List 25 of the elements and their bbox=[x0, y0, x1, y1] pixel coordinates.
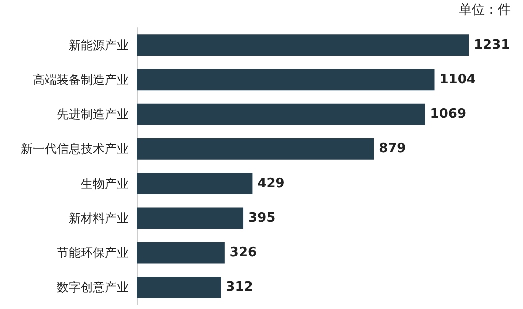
y-tick-label: 新一代信息技术产业 bbox=[21, 142, 129, 156]
bar bbox=[137, 138, 374, 160]
data-label: 1231 bbox=[474, 38, 510, 53]
y-tick-label: 先进制造产业 bbox=[57, 108, 129, 122]
bar bbox=[137, 104, 426, 126]
data-label: 879 bbox=[379, 142, 406, 157]
bar bbox=[137, 34, 469, 56]
text: 单位：件 bbox=[459, 3, 511, 18]
data-label: 326 bbox=[230, 246, 258, 261]
y-tick-label: 高端装备制造产业 bbox=[33, 72, 129, 87]
data-label: 1104 bbox=[440, 72, 476, 88]
y-tick-label: 数字创意产业 bbox=[57, 280, 129, 295]
bar bbox=[137, 276, 222, 298]
bar bbox=[137, 208, 244, 230]
data-label: 395 bbox=[248, 210, 276, 226]
bar bbox=[137, 242, 225, 264]
y-tick-label: 节能环保产业 bbox=[57, 246, 129, 260]
y-tick-label: 生物产业 bbox=[81, 176, 129, 191]
bar bbox=[137, 69, 435, 91]
y-tick-label: 新材料产业 bbox=[69, 211, 129, 226]
data-label: 429 bbox=[258, 176, 285, 192]
y-tick-label: 新能源产业 bbox=[69, 38, 129, 52]
data-label: 312 bbox=[226, 280, 254, 296]
bar bbox=[137, 173, 253, 195]
data-label: 1069 bbox=[430, 107, 466, 122]
